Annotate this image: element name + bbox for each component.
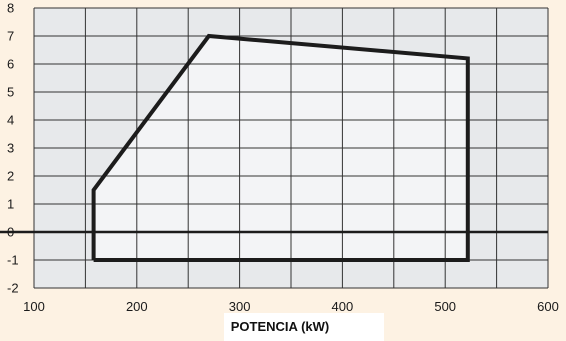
y-tick-label: 2 xyxy=(7,169,14,184)
y-tick-label: 1 xyxy=(7,197,14,212)
x-axis-label: POTENCIA (kW) xyxy=(231,319,329,334)
x-tick-label: 300 xyxy=(229,299,251,314)
y-tick-label: -2 xyxy=(7,281,19,296)
x-axis-label-background xyxy=(224,313,384,341)
y-tick-label: 8 xyxy=(7,1,14,16)
x-tick-label: 400 xyxy=(332,299,354,314)
y-tick-label: 3 xyxy=(7,141,14,156)
operating-region-outline xyxy=(91,33,470,262)
x-tick-label: 100 xyxy=(23,299,45,314)
y-tick-label: 4 xyxy=(7,113,14,128)
y-tick-label: 0 xyxy=(7,225,14,240)
x-tick-label: 500 xyxy=(434,299,456,314)
x-tick-label: 200 xyxy=(126,299,148,314)
y-tick-label: 6 xyxy=(7,57,14,72)
x-tick-label: 600 xyxy=(537,299,559,314)
y-tick-label: 5 xyxy=(7,85,14,100)
y-tick-label: -1 xyxy=(7,253,19,268)
y-tick-label: 7 xyxy=(7,29,14,44)
